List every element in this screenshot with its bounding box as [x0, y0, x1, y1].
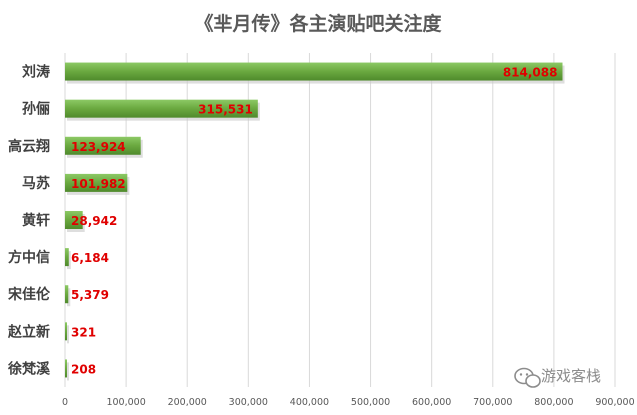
bar — [65, 173, 128, 192]
x-tick-label: 300,000 — [229, 397, 268, 408]
data-label: 208 — [71, 362, 96, 376]
watermark: 游戏客栈 — [514, 367, 601, 388]
category-label: 方中信 — [8, 249, 50, 266]
watermark-text: 游戏客栈 — [541, 367, 601, 385]
bar — [65, 285, 69, 304]
category-label: 徐梵溪 — [7, 360, 51, 377]
data-label: 28,942 — [71, 214, 117, 228]
bar — [65, 62, 563, 81]
bar — [65, 322, 67, 341]
bar — [65, 211, 83, 229]
data-label: 321 — [71, 325, 96, 339]
bar-shadow — [67, 288, 71, 307]
chart-title: 《芈月传》各主演贴吧关注度 — [194, 12, 442, 35]
bars — [65, 62, 565, 381]
bar-shadow — [67, 251, 71, 270]
x-tick-label: 200,000 — [168, 397, 207, 408]
category-label: 赵立新 — [7, 323, 50, 340]
bar-shadow — [67, 325, 69, 344]
x-tick-label: 800,000 — [534, 397, 573, 408]
category-label: 马苏 — [22, 175, 50, 192]
category-label: 孙俪 — [22, 101, 50, 118]
data-label: 123,924 — [71, 140, 126, 154]
category-label: 刘涛 — [22, 64, 50, 81]
data-label: 5,379 — [71, 288, 109, 302]
wechat-icon — [514, 367, 541, 388]
data-label: 315,531 — [198, 103, 253, 117]
category-label: 黄轩 — [22, 212, 50, 229]
x-tick-label: 500,000 — [351, 397, 390, 408]
data-label: 101,982 — [71, 177, 126, 191]
x-tick-label: 600,000 — [412, 397, 451, 408]
data-label: 6,184 — [71, 251, 109, 265]
data-labels: 814,088 315,531 123,924 101,982 28,942 6,184 5… — [71, 66, 557, 377]
x-tick-label: 700,000 — [473, 397, 512, 408]
bar — [65, 359, 67, 378]
x-tick-label: 400,000 — [290, 397, 329, 408]
x-axis-ticks: 0 100,000 200,000 300,000 400,000 500,000 600,… — [62, 397, 635, 408]
bar — [65, 136, 141, 155]
bar — [65, 99, 258, 118]
x-tick-label: 100,000 — [106, 397, 145, 408]
bar — [65, 248, 69, 267]
x-tick-label: 0 — [62, 397, 68, 408]
bar-shadow — [67, 362, 69, 381]
category-label: 宋佳伦 — [7, 286, 51, 303]
x-tick-label: 900,000 — [595, 397, 634, 408]
category-label: 高云翔 — [8, 138, 50, 155]
data-label: 814,088 — [503, 66, 558, 80]
